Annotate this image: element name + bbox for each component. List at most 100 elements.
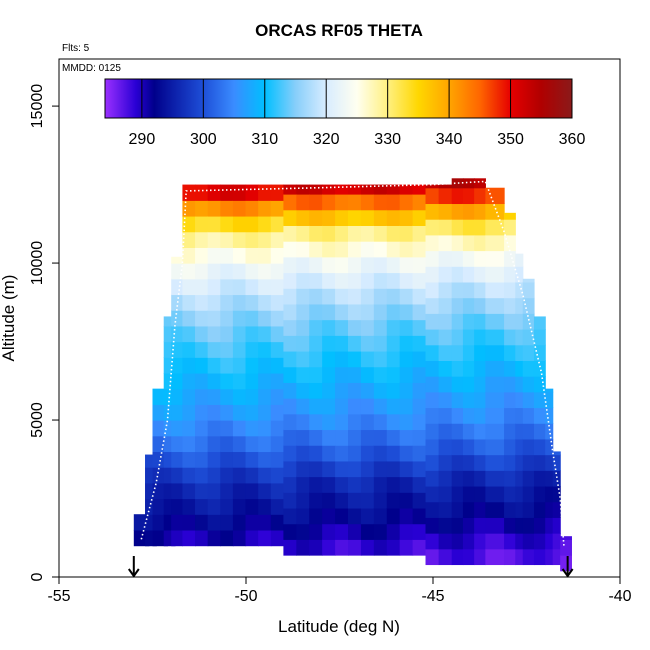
heatmap-cell xyxy=(360,523,375,540)
heatmap-cell xyxy=(245,325,259,343)
heatmap-cell xyxy=(425,438,440,456)
heatmap-cell xyxy=(182,388,196,405)
heatmap-cell xyxy=(283,398,297,415)
flight-track xyxy=(140,180,565,546)
heatmap-cell xyxy=(386,460,401,478)
heatmap-cell xyxy=(348,256,362,274)
heatmap-cell xyxy=(485,548,505,566)
heatmap-cell xyxy=(232,467,247,484)
heatmap-cell xyxy=(412,350,427,368)
heatmap-cell xyxy=(348,209,362,226)
heatmap-cell xyxy=(451,376,464,393)
heatmap-cell xyxy=(322,288,336,305)
heatmap-cell xyxy=(245,184,259,201)
heatmap-cell xyxy=(283,193,297,211)
heatmap-cell xyxy=(399,492,414,509)
heatmap-cell xyxy=(207,467,221,484)
heatmap-cell xyxy=(504,501,516,518)
heatmap-cell xyxy=(462,187,475,205)
heatmap-cell xyxy=(245,514,259,531)
heatmap-cell xyxy=(309,335,323,352)
heatmap-cell xyxy=(171,256,184,264)
heatmap-cell xyxy=(451,178,464,189)
heatmap-cell xyxy=(451,234,464,252)
heatmap-cell xyxy=(451,485,464,503)
heatmap-cell xyxy=(438,219,453,236)
heatmap-cell xyxy=(412,209,427,226)
colorbar-tick-label: 360 xyxy=(559,131,586,148)
heatmap-cell xyxy=(412,225,427,242)
heatmap-cell xyxy=(270,529,284,547)
heatmap-cell xyxy=(360,492,375,509)
heatmap-cell xyxy=(283,209,297,226)
heatmap-cell xyxy=(207,325,221,343)
heatmap-cell xyxy=(296,319,310,336)
heatmap-cell xyxy=(504,360,516,377)
heatmap-cell xyxy=(258,294,272,311)
y-tick-label: 10000 xyxy=(29,241,46,286)
heatmap-cell xyxy=(283,241,297,258)
heatmap-cell xyxy=(232,388,247,405)
heatmap-cell xyxy=(296,492,310,509)
heatmap-cell xyxy=(171,529,184,547)
heatmap-cell xyxy=(195,420,209,437)
heatmap-cell xyxy=(245,420,259,437)
heatmap-cell xyxy=(195,278,209,296)
heatmap-cell xyxy=(309,492,323,509)
heatmap-cell xyxy=(220,215,234,233)
heatmap-cell xyxy=(462,548,475,566)
heatmap-cell xyxy=(412,272,427,289)
heatmap-cell xyxy=(283,476,297,493)
heatmap-cell xyxy=(560,536,572,540)
heatmap-cell xyxy=(182,482,196,500)
heatmap-cell xyxy=(474,219,486,236)
heatmap-cell xyxy=(195,294,209,311)
heatmap-cell xyxy=(485,517,505,534)
colorbar: 290 300 310 320 330 340 350 360 xyxy=(104,78,586,148)
heatmap-cell xyxy=(171,372,184,390)
heatmap-cell xyxy=(245,231,259,248)
heatmap-cell xyxy=(485,470,505,487)
heatmap-cell xyxy=(171,451,184,468)
y-tick-label: 15000 xyxy=(29,84,46,129)
heatmap-cell xyxy=(245,294,259,311)
heatmap-cell xyxy=(485,203,505,220)
heatmap-cell xyxy=(373,539,388,556)
heatmap-cell xyxy=(360,256,375,274)
heatmap-cell xyxy=(425,376,440,393)
heatmap-cell xyxy=(425,219,440,236)
heatmap-cell xyxy=(522,328,535,346)
heatmap-cell xyxy=(462,250,475,267)
heatmap-cell xyxy=(533,470,546,487)
heatmap-cell xyxy=(220,482,234,500)
heatmap-cell xyxy=(425,517,440,534)
heatmap-cell xyxy=(220,247,234,264)
heatmap-cell xyxy=(171,357,184,374)
heatmap-cell xyxy=(399,476,414,493)
heatmap-cell xyxy=(309,366,323,383)
heatmap-cell xyxy=(485,234,505,252)
heatmap-cell xyxy=(220,514,234,531)
heatmap-cell xyxy=(515,533,524,550)
heatmap-cell xyxy=(373,445,388,462)
heatmap-cell xyxy=(207,231,221,248)
y-axis-title: Altitude (m) xyxy=(0,275,18,362)
heatmap-cell xyxy=(386,272,401,289)
heatmap-cell xyxy=(360,398,375,415)
heatmap-cell xyxy=(335,350,349,368)
heatmap-cell xyxy=(399,335,414,352)
heatmap-cell xyxy=(258,435,272,453)
heatmap-cell xyxy=(220,341,234,358)
heatmap-cell xyxy=(258,451,272,468)
heatmap-cell xyxy=(515,517,524,534)
heatmap-cell xyxy=(335,507,349,525)
heatmap-cell xyxy=(245,404,259,421)
heatmap-cell xyxy=(335,225,349,242)
heatmap-cell xyxy=(309,523,323,540)
heatmap-cell xyxy=(220,278,234,296)
heatmap-cell xyxy=(533,376,546,393)
heatmap-cell xyxy=(322,225,336,242)
heatmap-cell xyxy=(515,297,524,314)
heatmap-cell xyxy=(474,533,486,550)
heatmap-cell xyxy=(399,319,414,336)
